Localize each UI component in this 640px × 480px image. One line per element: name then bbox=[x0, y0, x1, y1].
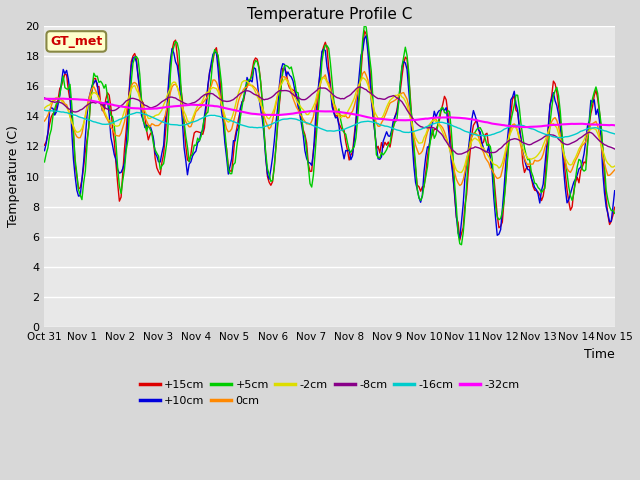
+10cm bbox=[362, 33, 370, 39]
+15cm bbox=[517, 136, 525, 142]
Line: +5cm: +5cm bbox=[45, 24, 614, 245]
-32cm bbox=[212, 103, 220, 109]
+5cm bbox=[47, 127, 55, 132]
Line: 0cm: 0cm bbox=[45, 72, 614, 185]
-2cm bbox=[47, 100, 55, 106]
+15cm bbox=[362, 31, 370, 37]
+15cm bbox=[360, 28, 368, 34]
+5cm bbox=[611, 210, 618, 216]
+10cm bbox=[211, 49, 218, 55]
0cm bbox=[456, 182, 463, 188]
0cm bbox=[517, 144, 525, 149]
-8cm bbox=[611, 146, 618, 152]
-8cm bbox=[356, 84, 364, 90]
+5cm bbox=[517, 121, 525, 127]
-2cm bbox=[211, 85, 218, 91]
-16cm bbox=[41, 108, 49, 113]
0cm bbox=[611, 167, 618, 173]
-32cm bbox=[611, 122, 618, 128]
-2cm bbox=[517, 141, 525, 146]
+15cm bbox=[211, 48, 218, 53]
+5cm bbox=[458, 242, 465, 248]
-2cm bbox=[41, 105, 49, 111]
Text: GT_met: GT_met bbox=[50, 35, 102, 48]
Line: -2cm: -2cm bbox=[45, 77, 614, 172]
+10cm bbox=[511, 88, 518, 94]
-2cm bbox=[611, 163, 618, 169]
-8cm bbox=[166, 94, 174, 100]
+10cm bbox=[360, 36, 368, 41]
+5cm bbox=[360, 22, 368, 27]
-32cm bbox=[41, 96, 49, 102]
+5cm bbox=[166, 71, 174, 76]
-16cm bbox=[514, 122, 522, 128]
0cm bbox=[362, 72, 370, 78]
-8cm bbox=[517, 139, 525, 144]
+10cm bbox=[456, 235, 463, 241]
-16cm bbox=[507, 123, 515, 129]
-2cm bbox=[511, 123, 518, 129]
0cm bbox=[511, 121, 518, 127]
-8cm bbox=[47, 99, 55, 105]
Line: +10cm: +10cm bbox=[45, 36, 614, 238]
+5cm bbox=[41, 159, 49, 165]
+10cm bbox=[47, 105, 55, 110]
Title: Temperature Profile C: Temperature Profile C bbox=[247, 7, 412, 22]
-32cm bbox=[60, 96, 67, 102]
-8cm bbox=[454, 151, 462, 157]
-16cm bbox=[211, 112, 218, 118]
Line: -16cm: -16cm bbox=[45, 110, 614, 138]
-2cm bbox=[320, 74, 328, 80]
+10cm bbox=[41, 148, 49, 154]
-16cm bbox=[611, 131, 618, 137]
0cm bbox=[47, 103, 55, 109]
-16cm bbox=[166, 121, 174, 127]
Line: -8cm: -8cm bbox=[45, 87, 614, 154]
-32cm bbox=[516, 124, 524, 130]
-8cm bbox=[511, 136, 518, 142]
-32cm bbox=[362, 114, 370, 120]
-2cm bbox=[456, 169, 463, 175]
+10cm bbox=[166, 57, 174, 63]
-32cm bbox=[47, 96, 55, 102]
-32cm bbox=[509, 123, 516, 129]
-8cm bbox=[41, 95, 49, 101]
-16cm bbox=[360, 119, 368, 124]
-32cm bbox=[168, 104, 176, 109]
Line: +15cm: +15cm bbox=[45, 31, 614, 240]
Y-axis label: Temperature (C): Temperature (C) bbox=[7, 126, 20, 228]
-2cm bbox=[362, 78, 370, 84]
0cm bbox=[41, 118, 49, 124]
+5cm bbox=[211, 47, 218, 52]
+5cm bbox=[511, 102, 518, 108]
+15cm bbox=[456, 237, 463, 243]
+10cm bbox=[611, 188, 618, 193]
-16cm bbox=[555, 135, 563, 141]
0cm bbox=[211, 77, 218, 83]
-2cm bbox=[166, 84, 174, 90]
-8cm bbox=[362, 87, 370, 93]
0cm bbox=[360, 69, 368, 74]
X-axis label: Time: Time bbox=[584, 348, 614, 360]
+15cm bbox=[166, 60, 174, 66]
Line: -32cm: -32cm bbox=[45, 99, 614, 127]
Legend: +15cm, +10cm, +5cm, 0cm, -2cm, -8cm, -16cm, -32cm: +15cm, +10cm, +5cm, 0cm, -2cm, -8cm, -16… bbox=[140, 380, 520, 406]
-16cm bbox=[47, 108, 55, 114]
+5cm bbox=[362, 24, 370, 30]
+15cm bbox=[47, 114, 55, 120]
+10cm bbox=[517, 137, 525, 143]
+15cm bbox=[41, 142, 49, 148]
-8cm bbox=[211, 93, 218, 98]
+15cm bbox=[611, 204, 618, 210]
+15cm bbox=[511, 93, 518, 99]
-32cm bbox=[524, 124, 532, 130]
0cm bbox=[166, 89, 174, 95]
